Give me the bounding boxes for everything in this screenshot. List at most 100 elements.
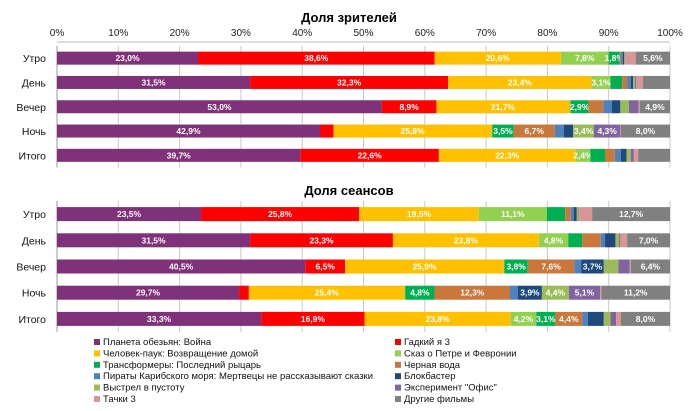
x-tick-label: 90%	[599, 28, 619, 39]
data-label: 8,0%	[636, 314, 656, 324]
bar-segment	[491, 124, 493, 138]
x-tick-label: 80%	[537, 28, 557, 39]
data-label: 3,7%	[583, 262, 603, 272]
x-tick-label: 40%	[292, 28, 312, 39]
legend-label: Черная вода	[404, 360, 461, 371]
bar-segment	[555, 311, 583, 326]
legend-swatch	[94, 396, 100, 402]
data-label: 2,4%	[573, 150, 593, 160]
bar-segment	[538, 233, 569, 248]
chart-title-sessions: Доля сеансов	[304, 183, 393, 198]
data-label: 33,3%	[147, 314, 172, 324]
data-label: 8,9%	[399, 102, 419, 112]
bar-segment	[627, 75, 631, 89]
bar-segment	[603, 259, 619, 274]
bar-segment	[630, 148, 634, 162]
bar-segment	[504, 259, 528, 274]
bar-segment	[615, 233, 620, 248]
bar-segment	[610, 75, 623, 89]
data-label: 3,4%	[574, 126, 594, 136]
data-label: 19,5%	[407, 209, 432, 219]
bar-segment	[622, 75, 628, 89]
bar-segment	[554, 124, 564, 138]
bar-segment	[250, 233, 393, 248]
bar-segment	[434, 51, 561, 65]
data-label: 12,3%	[460, 288, 485, 298]
category-label: Ночь	[22, 288, 47, 300]
legend-label: Тачки 3	[103, 394, 136, 405]
bar-segment	[541, 285, 569, 300]
bar-segment	[434, 285, 511, 300]
data-label: 23,8%	[426, 314, 451, 324]
data-label: 40,5%	[169, 262, 194, 272]
bar-segment	[581, 259, 604, 274]
bar-segment	[614, 148, 621, 162]
data-label: 4,4%	[546, 288, 566, 298]
legend-swatch	[395, 373, 401, 380]
data-label: 53,0%	[207, 102, 232, 112]
bar-segment	[600, 285, 602, 300]
bar-segment	[620, 51, 623, 65]
data-label: 3,1%	[536, 314, 556, 324]
bar-segment	[492, 124, 514, 138]
bar-segment	[601, 285, 670, 300]
bar-segment	[510, 285, 518, 300]
bar-segment	[573, 124, 594, 138]
category-label: Утро	[23, 209, 46, 221]
bar-segment	[201, 207, 360, 222]
bar-segment	[345, 259, 504, 274]
bar-segment	[633, 148, 639, 162]
data-label: 21,7%	[491, 102, 516, 112]
bar-segment	[404, 285, 406, 300]
bar-segment	[57, 311, 262, 326]
bar-segment	[364, 311, 511, 326]
data-label: 20,6%	[486, 53, 511, 63]
category-label: Итого	[18, 314, 46, 326]
bar-segment	[588, 100, 604, 114]
bar-segment	[569, 100, 571, 114]
data-label: 4,3%	[597, 126, 617, 136]
legend-label: Выстрел в пустоту	[103, 383, 185, 394]
bar-segment	[616, 311, 621, 326]
data-label: 7,8%	[575, 53, 595, 63]
x-tick-label: 30%	[231, 28, 251, 39]
bar-segment	[57, 233, 251, 248]
bar-segment	[570, 207, 574, 222]
bar-segment	[513, 124, 555, 138]
bar-segment	[630, 259, 670, 274]
data-label: 23,3%	[309, 235, 334, 245]
legend-swatch	[395, 350, 401, 357]
category-label: Ночь	[22, 126, 47, 138]
bar-segment	[448, 75, 592, 89]
data-label: 4,4%	[559, 314, 579, 324]
legend-swatch	[94, 350, 100, 357]
data-label: 23,4%	[508, 77, 533, 87]
data-label: 5,1%	[575, 288, 595, 298]
bar-segment	[624, 51, 625, 65]
bar-segment	[576, 207, 579, 222]
x-tick-label: 100%	[657, 28, 683, 39]
bar-segment	[619, 51, 621, 65]
bar-segment	[405, 285, 435, 300]
bar-segment	[619, 233, 621, 248]
data-label: 11,1%	[501, 209, 525, 219]
bar-segment	[319, 124, 334, 138]
legend-swatch	[395, 396, 401, 402]
bar-segment	[579, 207, 593, 222]
data-label: 4,9%	[645, 102, 665, 112]
data-label: 7,6%	[541, 262, 561, 272]
data-label: 3,9%	[520, 288, 540, 298]
data-label: 3,5%	[493, 126, 513, 136]
bar-segment	[392, 233, 539, 248]
data-label: 2,9%	[570, 102, 590, 112]
bar-segment	[563, 124, 574, 138]
bar-segment	[536, 311, 556, 326]
bar-segment	[610, 311, 617, 326]
bar-segment	[261, 311, 365, 326]
legend-swatch	[94, 384, 100, 391]
data-label: 11,2%	[624, 288, 648, 298]
category-label: День	[22, 77, 47, 89]
data-label: 4,8%	[544, 235, 564, 245]
bar-segment	[574, 259, 582, 274]
bar-segment	[568, 233, 583, 248]
